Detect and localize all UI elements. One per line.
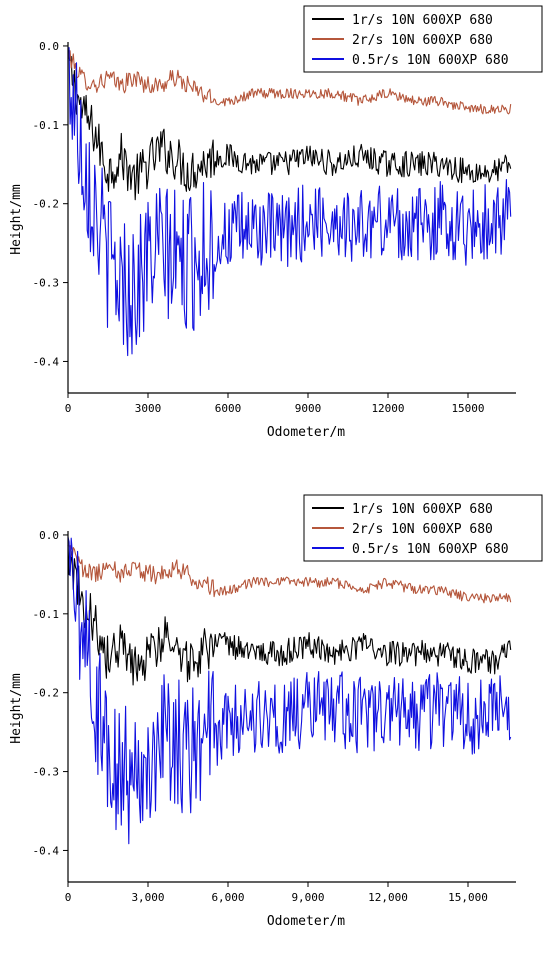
legend-label-3: 0.5r/s 10N 600XP 680 <box>352 53 509 68</box>
x-tick-label: 9000 <box>295 402 322 415</box>
y-axis-title: Height/mm <box>9 673 24 744</box>
series-line-1 <box>67 544 512 686</box>
y-tick-label: -0.2 <box>33 198 60 211</box>
y-tick-label: -0.4 <box>33 355 60 368</box>
series-line-2 <box>67 540 512 604</box>
legend-label-2: 2r/s 10N 600XP 680 <box>352 522 493 537</box>
legend-label-1: 1r/s 10N 600XP 680 <box>352 502 493 517</box>
legend-label-2: 2r/s 10N 600XP 680 <box>352 33 493 48</box>
series-line-3 <box>67 47 512 357</box>
chart-bottom: 0 3,000 6,000 9,000 12,000 15,000 0.0 -0.1 -0.2 -… <box>0 489 550 979</box>
x-tick-label: 12,000 <box>368 891 408 904</box>
y-tick-label: -0.3 <box>33 277 60 290</box>
chart-top: 0 3000 6000 9000 12000 15000 0.0 -0.1 -0.2 -0.3 -0… <box>9 5 543 440</box>
x-tick-label: 3,000 <box>131 891 164 904</box>
y-tick-label: 0.0 <box>39 40 59 53</box>
x-tick-label: 6,000 <box>211 891 244 904</box>
legend-label-3: 0.5r/s 10N 600XP 680 <box>352 542 509 557</box>
series-line-3 <box>67 536 512 845</box>
y-tick-label: -0.4 <box>33 844 60 857</box>
y-tick-label: -0.1 <box>33 608 60 621</box>
x-tick-label: 6000 <box>215 402 242 415</box>
x-axis-title: Odometer/m <box>267 425 345 440</box>
y-tick-label: 0.0 <box>39 529 59 542</box>
x-axis-title: Odometer/m <box>267 914 345 929</box>
legend-label-1: 1r/s 10N 600XP 680 <box>352 13 493 28</box>
x-tick-label: 15,000 <box>448 891 488 904</box>
chart-top-svg: 0 3000 6000 9000 12000 15000 0.0 -0.1 -0.2 -0.3 -0… <box>9 5 543 440</box>
x-tick-label: 0 <box>65 402 72 415</box>
y-tick-label: -0.1 <box>33 119 60 132</box>
chart-bottom-svg: 0 3,000 6,000 9,000 12,000 15,000 0.0 -0.1 -0.2 -… <box>9 494 543 929</box>
x-tick-label: 0 <box>65 891 72 904</box>
y-axis-title: Height/mm <box>9 184 24 255</box>
series-line-1 <box>67 49 512 201</box>
y-tick-label: -0.3 <box>33 766 60 779</box>
series-line-2 <box>67 50 512 115</box>
x-tick-label: 9,000 <box>291 891 324 904</box>
x-tick-label: 3000 <box>135 402 162 415</box>
x-tick-label: 12000 <box>371 402 404 415</box>
y-tick-label: -0.2 <box>33 687 60 700</box>
x-tick-label: 15000 <box>451 402 484 415</box>
